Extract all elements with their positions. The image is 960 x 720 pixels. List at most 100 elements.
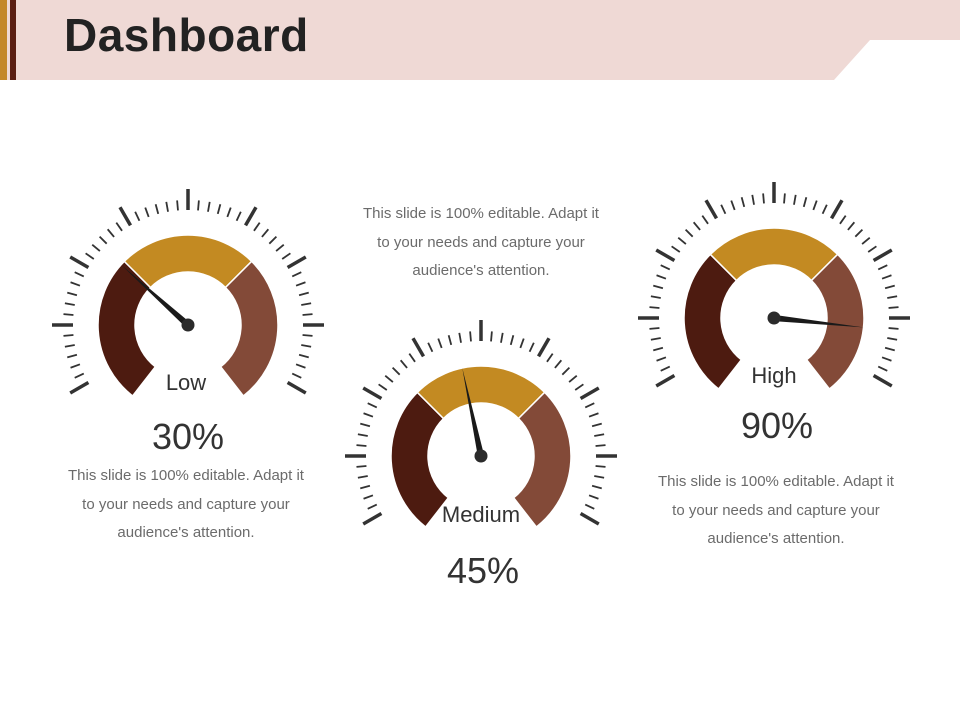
gauge-minor-tick — [720, 204, 727, 215]
gauge-minor-tick — [671, 245, 681, 253]
gauge-minor-tick — [70, 363, 81, 369]
gauge-minor-tick — [298, 291, 309, 297]
gauge-minor-tick — [812, 200, 818, 211]
gauge-minor-tick — [751, 194, 755, 205]
gauge-major-tick — [286, 255, 307, 270]
gauge-minor-tick — [594, 475, 605, 479]
gauge-minor-tick — [802, 197, 808, 208]
gauge-minor-tick — [74, 372, 85, 379]
gauge-minor-tick — [469, 331, 472, 342]
gauge-needle — [462, 367, 485, 457]
gauge-minor-tick — [730, 200, 736, 211]
gauge-major-tick — [118, 206, 133, 227]
gauge-minor-tick — [154, 204, 160, 215]
gauge-minor-tick — [291, 372, 302, 379]
gauge-minor-tick — [591, 484, 602, 490]
gauge-minor-tick — [281, 252, 291, 260]
header-background — [0, 0, 960, 80]
gauge-minor-tick — [357, 475, 368, 479]
gauge-low-value: 30% — [151, 416, 225, 457]
gauge-minor-tick — [176, 200, 179, 211]
gauge-minor-tick — [63, 313, 74, 316]
gauge-minor-tick — [301, 302, 312, 306]
gauge-segment-low — [97, 260, 157, 397]
gauge-minor-tick — [650, 337, 661, 341]
gauge-minor-tick — [235, 211, 242, 222]
gauge-major-tick — [286, 380, 307, 395]
gauge-minor-tick — [85, 252, 95, 260]
gauge-minor-tick — [144, 207, 150, 218]
gauge-minor-tick — [877, 365, 888, 372]
gauge-minor-tick — [584, 503, 595, 510]
gauge-minor-tick — [649, 327, 660, 330]
gauge-major-tick — [579, 511, 600, 526]
gauge-medium — [345, 320, 617, 528]
gauge-segment-high — [512, 391, 572, 528]
gauge-minor-tick — [660, 365, 671, 372]
gauge-minor-tick — [660, 264, 671, 271]
gauge-minor-tick — [500, 332, 504, 343]
gauge-needle-hub — [181, 318, 195, 332]
gauge-low-label: Low — [165, 370, 207, 395]
gauge-minor-tick — [653, 346, 664, 352]
gauge-segment-high — [219, 260, 279, 397]
gauge-minor-tick — [106, 228, 115, 238]
gauge-major-tick — [829, 199, 844, 220]
gauge-minor-tick — [692, 221, 701, 231]
gauge-minor-tick — [656, 274, 667, 280]
gauge-minor-tick — [378, 383, 388, 391]
gauge-minor-tick — [847, 221, 856, 231]
gauge-minor-tick — [268, 235, 278, 245]
gauge-minor-tick — [295, 363, 306, 369]
gauge-minor-tick — [64, 302, 75, 306]
gauge-minor-tick — [165, 201, 169, 212]
gauge-segment-high — [805, 253, 865, 390]
header-accent-dark — [10, 0, 16, 80]
gauge-minor-tick — [519, 338, 525, 349]
gauge-minor-tick — [528, 342, 535, 353]
header-accent-gold — [0, 0, 7, 80]
gauge-minor-tick — [877, 264, 888, 271]
gauge-minor-tick — [291, 271, 302, 278]
gauge-minor-tick — [594, 433, 605, 437]
gauge-medium-label: Medium — [441, 502, 521, 527]
gauge-minor-tick — [134, 211, 141, 222]
gauge-minor-tick — [302, 334, 313, 337]
gauge-minor-tick — [301, 344, 312, 348]
gauge-minor-tick — [793, 194, 797, 205]
gauge-minor-tick — [356, 465, 367, 468]
gauge-major-tick — [411, 337, 426, 358]
gauge-minor-tick — [298, 353, 309, 359]
gauge-minor-tick — [653, 284, 664, 290]
gauge-needle — [121, 264, 191, 328]
header-band — [0, 0, 960, 80]
gauge-major-tick — [243, 206, 258, 227]
gauge-minor-tick — [881, 274, 892, 280]
gauge-low — [52, 189, 324, 397]
gauge-minor-tick — [427, 342, 434, 353]
gauge-minor-tick — [367, 402, 378, 409]
gauge-minor-tick — [701, 215, 709, 225]
gauge-major-tick — [536, 337, 551, 358]
gauge-minor-tick — [656, 356, 667, 362]
gauge-minor-tick — [887, 337, 898, 341]
gauge-minor-tick — [67, 353, 78, 359]
gauge-minor-tick — [821, 204, 828, 215]
gauge-minor-tick — [67, 291, 78, 297]
gauge-major-tick — [872, 373, 893, 388]
gauge-minor-tick — [253, 222, 261, 232]
gauge-needle-hub — [474, 449, 488, 463]
gauge-minor-tick — [684, 228, 694, 238]
gauge-minor-tick — [595, 444, 606, 447]
gauge-minor-tick — [783, 193, 786, 204]
gauge-major-tick — [69, 380, 90, 395]
gauge-minor-tick — [584, 402, 595, 409]
gauge-minor-tick — [762, 193, 765, 204]
page-title: Dashboard — [64, 9, 309, 61]
gauge-minor-tick — [447, 335, 453, 346]
gauge-minor-tick — [839, 215, 847, 225]
gauge-major-tick — [872, 248, 893, 263]
gauge-minor-tick — [677, 236, 687, 245]
gauge-minor-tick — [740, 197, 746, 208]
gauge-high-label: High — [751, 363, 797, 388]
